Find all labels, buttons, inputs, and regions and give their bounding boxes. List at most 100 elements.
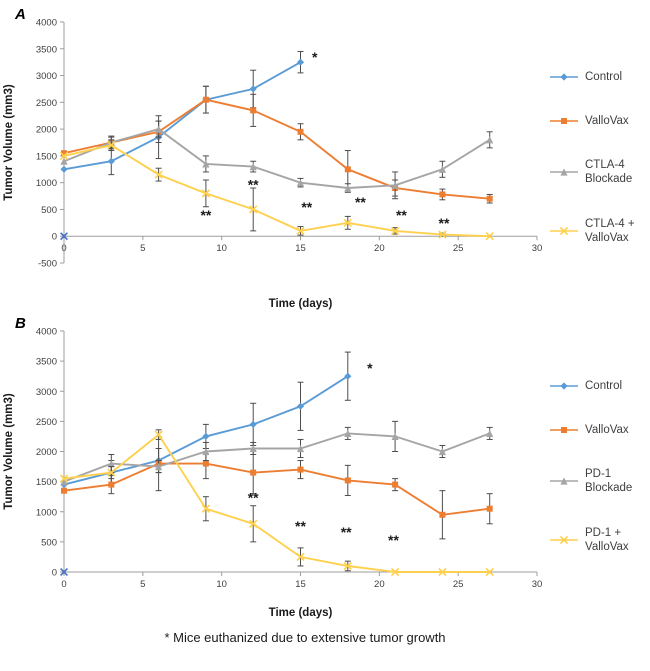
data-point-pd-1-vallovax xyxy=(390,567,400,577)
y-tick-label: 500 xyxy=(41,537,57,548)
data-point-pd-1-vallovax xyxy=(438,567,447,577)
significance-marker: * xyxy=(367,360,373,376)
panel-b: B 0 500 1000 1500 2000 2500 3000 3500 4000 0 5 10 15… xyxy=(0,313,650,622)
x-tick-label: 30 xyxy=(532,579,543,590)
x-tick-label: 5 xyxy=(140,579,145,590)
legend-marker xyxy=(561,118,567,125)
data-point-pd-1-vallovax xyxy=(154,430,163,439)
x-tick-label: 10 xyxy=(216,243,227,254)
significance-marker: ** xyxy=(355,194,366,210)
y-tick-label: 3500 xyxy=(36,357,57,368)
panel-b-body: 0 500 1000 1500 2000 2500 3000 3500 4000 0 5 10 15 20… xyxy=(0,317,650,622)
legend-key-x-icon xyxy=(550,226,578,236)
y-tick-label: 2500 xyxy=(36,417,57,428)
data-point-pd-1-blockade xyxy=(155,463,163,471)
y-tick-label: 0 xyxy=(52,568,57,579)
legend-item-vallovax: ValloVax xyxy=(549,423,645,437)
data-point-ctla-4-blockade xyxy=(296,179,305,187)
data-point-pd-1-blockade xyxy=(296,444,305,453)
chart-panel-a: -500 0 500 1000 1500 2000 2500 3000 3500 4000 0 5 10… xyxy=(0,8,545,313)
chart-svg: 0 500 1000 1500 2000 2500 3000 3500 4000 0 5 10 15 20… xyxy=(3,327,543,620)
significance-marker: ** xyxy=(295,518,306,534)
data-point-pd-1-blockade xyxy=(60,478,68,486)
series-line-ctla-4-vallovax xyxy=(63,144,490,238)
data-point-vallovax xyxy=(202,96,209,103)
legend-item-pd-1-vallovax: PD-1 + ValloVax xyxy=(549,526,645,555)
x-axis-title: Time (days) xyxy=(269,607,333,619)
legend-marker xyxy=(561,427,567,434)
data-point-pd-1-vallovax xyxy=(485,567,494,577)
legend-marker xyxy=(560,382,568,390)
significance-marker: ** xyxy=(248,177,259,193)
panel-a-body: -500 0 500 1000 1500 2000 2500 3000 3500 4000 0 5 10… xyxy=(0,8,650,313)
data-point-vallovax xyxy=(486,195,493,202)
data-point-vallovax xyxy=(486,505,493,512)
x-tick-label: 30 xyxy=(532,243,543,254)
legend-marker xyxy=(560,477,568,485)
data-point-pd-1-blockade xyxy=(391,432,399,440)
data-point-control xyxy=(202,432,210,440)
legend-item-control: Control xyxy=(549,379,645,393)
data-point-control xyxy=(296,402,305,410)
data-point-ctla-4-blockade xyxy=(60,157,68,165)
series-line-ctla-4-blockade xyxy=(63,128,491,189)
data-point-vallovax xyxy=(392,481,399,488)
data-point-pd-1-blockade xyxy=(249,444,257,453)
legend-marker xyxy=(560,168,568,176)
figure-footnote: * Mice euthanized due to extensive tumor… xyxy=(164,630,446,645)
series-line-vallovax xyxy=(63,462,490,516)
data-point-ctla-4-blockade xyxy=(344,184,352,192)
legend-panel-b: Control ValloVax PD-1 Blockade PD-1 + Vallo… xyxy=(549,349,645,584)
legend-key-triangle-icon xyxy=(550,477,578,485)
legend-panel-a: Control ValloVax CTLA-4 Blockade CTLA-4 + V… xyxy=(549,40,645,275)
legend-item-ctla-4-blockade: CTLA-4 Blockade xyxy=(549,158,645,187)
data-point-pd-1-blockade xyxy=(438,447,446,456)
data-point-ctla-4-vallovax xyxy=(438,230,447,239)
data-point-vallovax xyxy=(297,128,304,135)
significance-marker: ** xyxy=(341,524,352,540)
data-point-control xyxy=(296,58,305,66)
panel-label-b: B xyxy=(15,315,26,332)
x-tick-label: 15 xyxy=(295,243,306,254)
legend-marker xyxy=(559,535,569,545)
y-tick-label: 4000 xyxy=(36,327,57,338)
data-point-ctla-4-vallovax xyxy=(59,151,69,161)
series-line-pd-1-blockade xyxy=(63,432,491,483)
legend-item-pd-1-blockade: PD-1 Blockade xyxy=(549,467,645,496)
significance-marker: ** xyxy=(439,215,450,231)
data-point-pd-1-vallovax xyxy=(59,474,69,483)
data-point-control xyxy=(249,420,257,428)
panel-a: A -500 0 500 1000 1500 2000 2500 3000 3500 4000 0 5… xyxy=(0,4,650,313)
data-point-pd-1-blockade xyxy=(202,447,210,456)
x-tick-label: 0 xyxy=(61,243,66,254)
data-point-pd-1-vallovax xyxy=(249,519,258,528)
panel-label-a: A xyxy=(15,6,26,23)
chart-svg: -500 0 500 1000 1500 2000 2500 3000 3500 4000 0 5 10… xyxy=(3,18,543,311)
y-tick-label: -500 xyxy=(38,259,57,270)
data-point-vallovax xyxy=(439,511,446,518)
data-point-vallovax xyxy=(344,477,351,484)
x-tick-label: 25 xyxy=(453,579,464,590)
data-point-vallovax xyxy=(344,166,351,173)
x-tick-label: 5 xyxy=(140,243,145,254)
y-tick-label: 3000 xyxy=(36,71,57,82)
data-point-vallovax xyxy=(108,481,115,488)
data-point-ctla-4-blockade xyxy=(249,163,257,171)
significance-marker: ** xyxy=(200,207,211,223)
y-tick-label: 3500 xyxy=(36,44,57,55)
y-tick-label: 1500 xyxy=(36,477,57,488)
y-tick-label: 1000 xyxy=(36,178,57,189)
legend-item-control: Control xyxy=(549,70,645,84)
data-point-vallovax xyxy=(61,487,67,494)
significance-marker: ** xyxy=(248,490,259,506)
data-point-vallovax xyxy=(250,107,257,114)
y-tick-label: 4000 xyxy=(36,18,57,29)
data-point-ctla-4-vallovax xyxy=(154,170,163,179)
x-tick-label: 20 xyxy=(374,579,385,590)
data-point-pd-1-vallovax xyxy=(201,504,211,513)
data-point-ctla-4-vallovax xyxy=(485,232,494,241)
y-tick-label: 0 xyxy=(52,232,57,243)
data-point-ctla-4-vallovax xyxy=(201,189,211,198)
origin-x-marker xyxy=(60,568,68,576)
significance-marker: ** xyxy=(301,199,312,215)
